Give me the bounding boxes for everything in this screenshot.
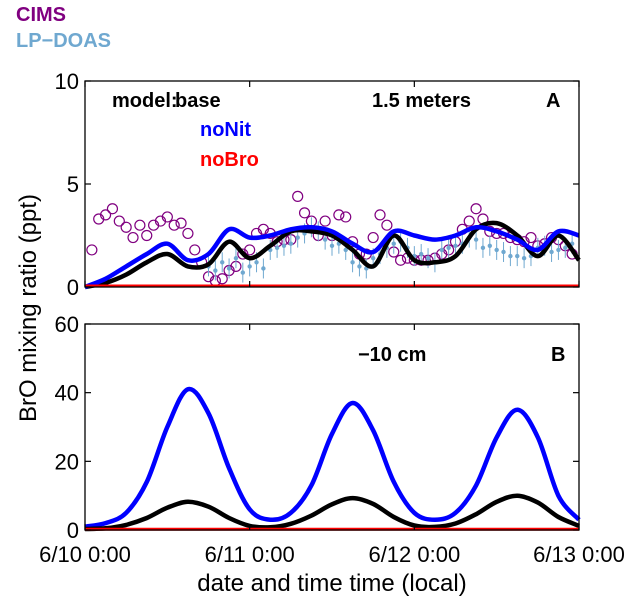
lpdoas-point	[370, 255, 376, 261]
cims-point	[120, 221, 132, 233]
legend-model-prefix: model:	[112, 90, 178, 112]
lpdoas-point	[521, 255, 527, 261]
panel-b-letter: B	[551, 344, 565, 366]
lpdoas-point	[515, 253, 520, 259]
lpdoas-point	[254, 260, 259, 265]
lpdoas-point	[439, 247, 444, 253]
x-axis-label: date and time time (local)	[197, 570, 466, 597]
panel-a-ytick-label: 10	[55, 69, 79, 94]
cims-point	[340, 211, 352, 223]
lpdoas-point	[233, 255, 239, 261]
cims-point	[367, 231, 379, 244]
lpdoas-point	[288, 241, 294, 246]
lpdoas-point	[446, 245, 451, 251]
cims-point	[141, 229, 153, 242]
panel-a-letter: A	[546, 90, 560, 112]
cims-point	[333, 209, 345, 221]
cims-point	[244, 244, 256, 256]
cims-point	[463, 215, 475, 227]
xtick-label: 6/11 0:00	[205, 542, 295, 567]
lpdoas-point	[226, 266, 232, 271]
cims-point	[395, 254, 407, 266]
cims-point	[106, 203, 119, 215]
legend-cims: CIMS	[16, 4, 66, 26]
panel-b: 0 20 40 60 6/10 0:00 6/11 0:00 6/12 0:00 6/13 0…	[39, 312, 625, 567]
lpdoas-point	[501, 249, 506, 255]
lpdoas-point	[261, 266, 266, 271]
lpdoas-point	[494, 247, 499, 253]
cims-point	[113, 215, 125, 227]
xtick-label: 6/13 0:00	[533, 542, 625, 567]
cims-point	[298, 207, 311, 219]
lpdoas-point	[487, 243, 493, 248]
panel-b-ytick-label: 40	[55, 381, 79, 406]
lpdoas-point	[274, 245, 280, 251]
cims-point	[168, 219, 180, 231]
cims-point	[134, 219, 146, 231]
cims-point	[99, 209, 112, 221]
panel-b-ytick-label: 0	[67, 518, 79, 543]
cims-point	[189, 244, 201, 256]
panel-b-ytick-label: 20	[55, 449, 79, 474]
lpdoas-point	[240, 270, 246, 275]
panel-b-base-line	[84, 493, 580, 532]
cims-point	[86, 244, 98, 256]
lpdoas-point	[295, 235, 300, 240]
cims-point	[470, 203, 482, 215]
cims-point	[525, 231, 537, 244]
panel-a-base-line	[84, 220, 581, 290]
legend-nonit: noNit	[200, 119, 251, 141]
lpdoas-point	[357, 264, 362, 269]
panel-a: 0 5 10 CIMS LP−DOAS model: base noNit noBr…	[16, 4, 581, 300]
panel-a-nonit-line	[84, 224, 580, 290]
legend-base: base	[175, 90, 221, 112]
lpdoas-point	[418, 251, 424, 257]
lpdoas-point	[563, 245, 568, 251]
lpdoas-point	[247, 264, 252, 269]
legend-lpdoas: LP−DOAS	[16, 30, 111, 52]
lpdoas-point	[281, 243, 287, 248]
lpdoas-point	[480, 245, 486, 251]
cims-point	[216, 273, 228, 285]
cims-point	[319, 215, 331, 227]
lpdoas-point	[425, 255, 431, 261]
lpdoas-point	[343, 247, 348, 253]
cims-point	[374, 209, 386, 221]
lpdoas-point	[329, 243, 335, 248]
xtick-label: 6/12 0:00	[368, 542, 460, 567]
panel-b-frame	[84, 323, 580, 531]
lpdoas-point	[213, 268, 218, 273]
panel-b-nonit-line	[84, 386, 581, 529]
lpdoas-point	[549, 249, 554, 255]
panel-a-label: 1.5 meters	[372, 90, 471, 112]
panel-b-label: −10 cm	[358, 344, 426, 366]
lpdoas-point	[322, 237, 328, 242]
cims-point	[381, 219, 393, 231]
y-axis-label: BrO mixing ratio (ppt)	[15, 194, 42, 422]
panel-b-ytick-label: 60	[55, 312, 79, 337]
lpdoas-point	[453, 243, 458, 248]
lpdoas-point	[473, 237, 479, 242]
panel-a-ytick-label: 0	[67, 275, 79, 300]
panel-a-ytick-label: 5	[67, 172, 79, 197]
lpdoas-point	[391, 241, 396, 246]
lpdoas-point	[556, 247, 561, 253]
xtick-label: 6/10 0:00	[39, 542, 131, 567]
lpdoas-point	[508, 253, 513, 259]
lpdoas-point	[350, 260, 355, 265]
lpdoas-point	[220, 260, 225, 265]
cims-point	[292, 190, 304, 202]
cims-point	[127, 231, 139, 244]
legend-nobro: noBro	[200, 149, 259, 171]
cims-point	[175, 217, 187, 229]
cims-point	[182, 227, 194, 240]
cims-point	[161, 211, 173, 223]
